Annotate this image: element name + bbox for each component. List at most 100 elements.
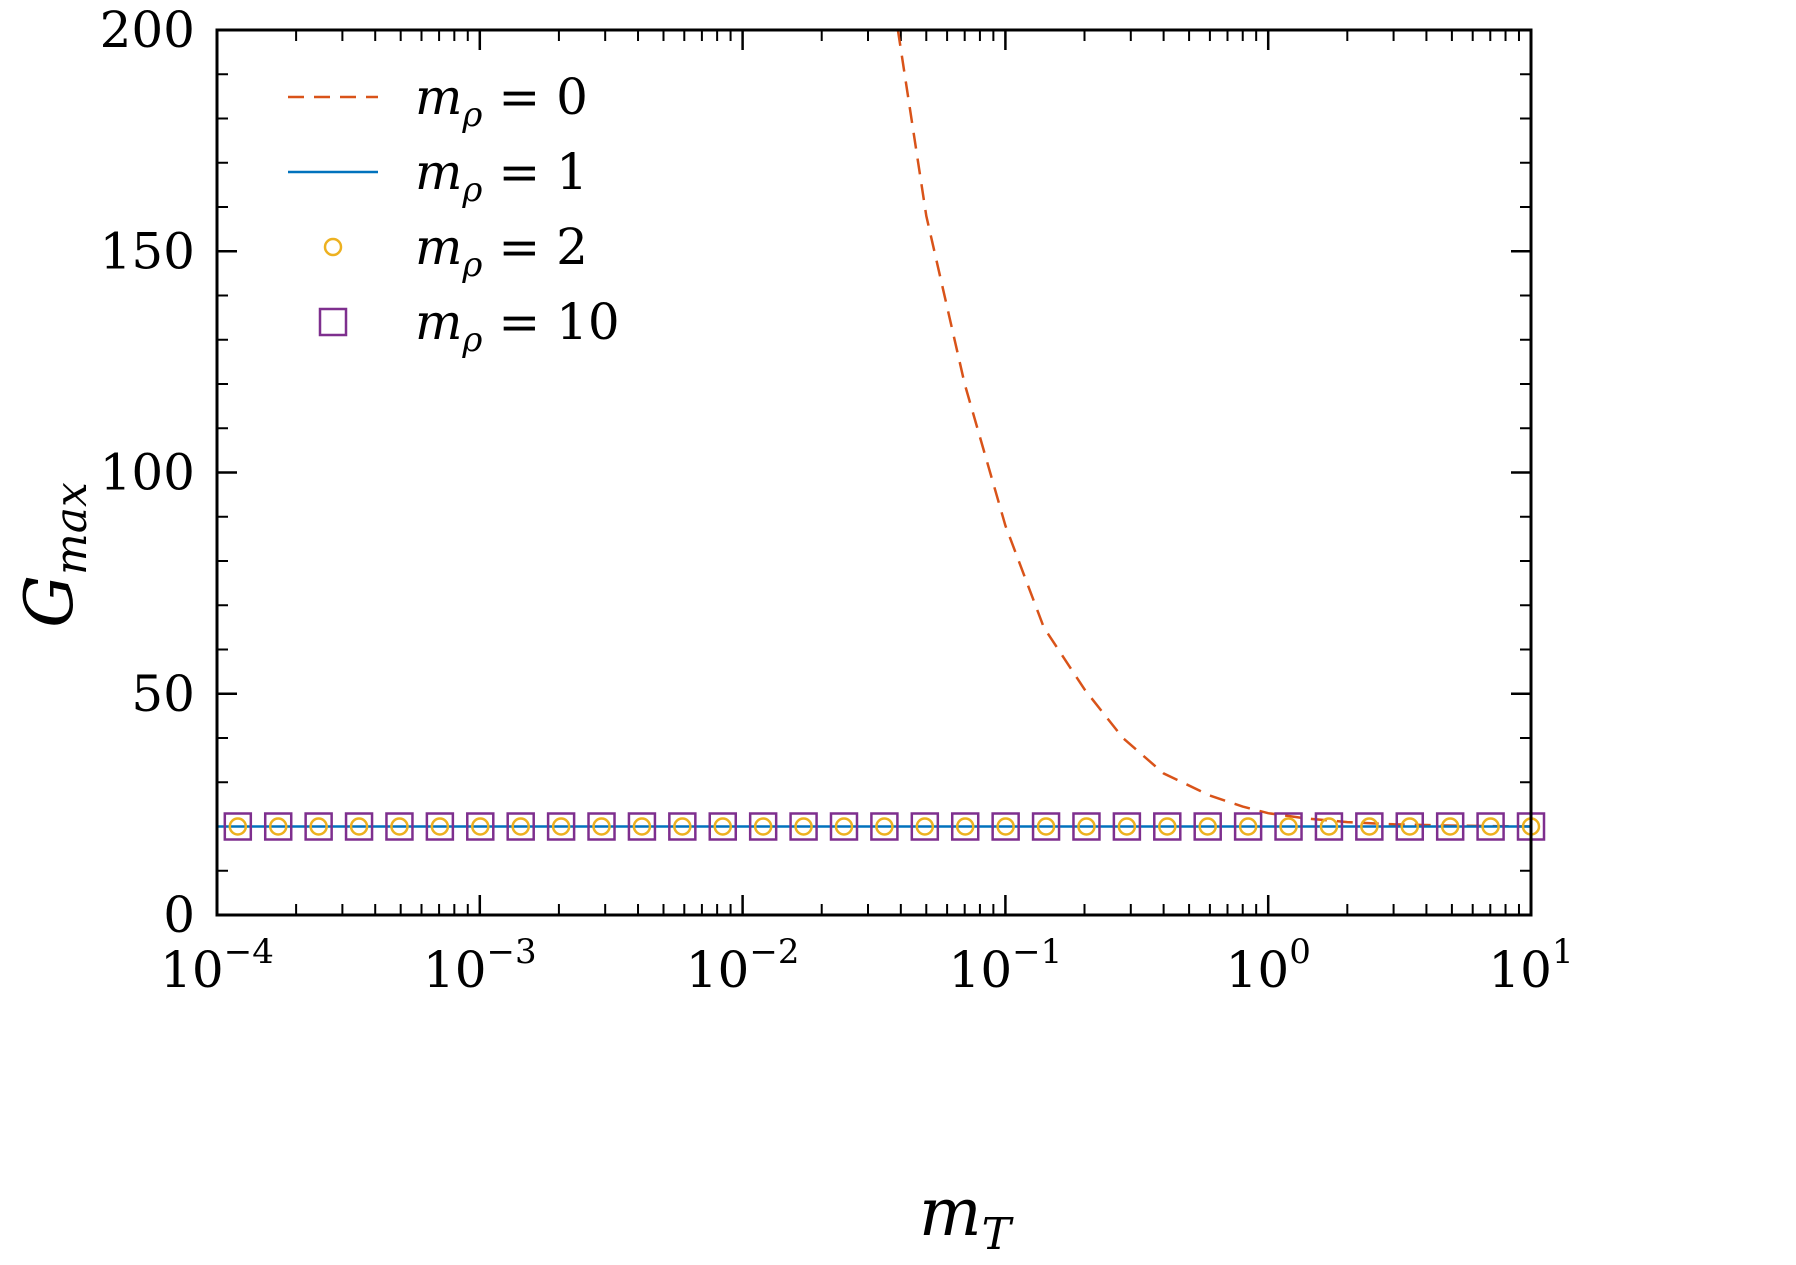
- legend-swatch-square: [318, 307, 348, 337]
- x-axis-label-sub: T: [982, 1209, 1015, 1260]
- marker-circle-mrho-2: [875, 817, 894, 836]
- marker-square-mrho-10: [870, 812, 899, 841]
- legend-label: mρ = 2: [415, 218, 588, 285]
- legend-label: mρ = 10: [415, 293, 620, 360]
- y-axis-label: Gmax: [11, 482, 97, 628]
- legend-label-base: m: [415, 218, 462, 276]
- marker-square-mrho-10: [304, 812, 333, 841]
- marker-circle-mrho-2: [1117, 817, 1137, 836]
- marker-square-mrho-10: [1153, 812, 1182, 841]
- marker-square-mrho-10: [425, 812, 455, 841]
- marker-square-mrho-10: [466, 812, 495, 841]
- x-tick-label-exponent: 1: [1552, 932, 1574, 972]
- legend-entry: mρ = 0: [288, 68, 588, 135]
- legend-swatch-circle: [323, 237, 343, 257]
- x-tick-label-exponent: −1: [1012, 932, 1062, 972]
- marker-circle-mrho-2: [1360, 817, 1379, 836]
- marker-square-mrho-10: [385, 812, 414, 841]
- x-tick-label-exponent: 0: [1289, 932, 1311, 972]
- legend-label-base: m: [415, 293, 462, 351]
- x-axis-label: mT: [919, 1174, 1015, 1260]
- marker-square-mrho-10: [1072, 812, 1101, 841]
- x-tick-label-exponent: −4: [224, 932, 274, 972]
- marker-square-mrho-10: [1031, 812, 1061, 841]
- legend-label-base: m: [415, 143, 462, 201]
- marker-square-mrho-10: [1274, 812, 1303, 841]
- x-tick-label-base: 10: [949, 941, 1013, 999]
- x-tick-label-base: 10: [686, 941, 750, 999]
- x-tick-label: 10−1: [949, 932, 1063, 999]
- marker-circle-mrho-2: [430, 817, 450, 836]
- x-tick-label: 101: [1488, 932, 1573, 999]
- marker-square-mrho-10: [1355, 812, 1384, 841]
- marker-square-mrho-10: [910, 812, 940, 841]
- marker-circle-mrho-2: [1319, 817, 1339, 836]
- legend-label-value: = 2: [482, 218, 588, 276]
- marker-circle-mrho-2: [1077, 817, 1096, 836]
- marker-circle-mrho-2: [1440, 817, 1460, 836]
- x-tick-label-base: 10: [1488, 941, 1552, 999]
- marker-square-mrho-10: [1476, 812, 1505, 841]
- marker-square-mrho-10: [668, 812, 697, 841]
- marker-circle-mrho-2: [794, 817, 813, 836]
- legend-label-value: = 0: [482, 68, 588, 126]
- legend-label-base: m: [415, 68, 462, 126]
- marker-square-mrho-10: [748, 812, 778, 841]
- marker-square-mrho-10: [950, 812, 980, 841]
- marker-square-mrho-10: [587, 812, 616, 841]
- x-tick-label: 10−4: [160, 932, 274, 999]
- marker-square-mrho-10: [829, 812, 859, 841]
- marker-circle-mrho-2: [1279, 817, 1298, 836]
- plot-series: [217, 30, 1546, 841]
- marker-circle-mrho-2: [915, 817, 935, 836]
- marker-square-mrho-10: [506, 812, 535, 841]
- marker-square-mrho-10: [1435, 812, 1465, 841]
- marker-circle-mrho-2: [1198, 817, 1217, 836]
- x-tick-label-base: 10: [160, 941, 224, 999]
- marker-square-mrho-10: [1233, 812, 1263, 841]
- x-tick-label: 10−2: [686, 932, 800, 999]
- marker-circle-mrho-2: [471, 817, 490, 836]
- x-axis-label-base: m: [919, 1174, 982, 1251]
- legend-entry: mρ = 2: [323, 218, 588, 285]
- y-tick-label: 50: [131, 665, 195, 723]
- marker-circle-mrho-2: [228, 817, 248, 836]
- marker-circle-mrho-2: [1400, 817, 1420, 836]
- legend-label-sub: ρ: [461, 170, 482, 210]
- y-tick-label: 100: [100, 444, 195, 502]
- marker-square-mrho-10: [627, 812, 657, 841]
- legend-label-sub: ρ: [461, 245, 482, 285]
- x-tick-label-base: 10: [1226, 941, 1290, 999]
- marker-circle-mrho-2: [955, 817, 975, 836]
- legend: mρ = 0mρ = 1mρ = 2mρ = 10: [288, 68, 620, 360]
- marker-circle-mrho-2: [713, 817, 733, 836]
- legend-label-value: = 10: [482, 293, 619, 351]
- legend-entry: mρ = 10: [318, 293, 620, 360]
- marker-square-mrho-10: [263, 812, 293, 841]
- marker-square-mrho-10: [344, 812, 374, 841]
- marker-square-mrho-10: [789, 812, 818, 841]
- marker-square-mrho-10: [991, 812, 1020, 841]
- marker-circle-mrho-2: [551, 817, 571, 836]
- marker-square-mrho-10: [1193, 812, 1222, 841]
- x-tick-label: 100: [1226, 932, 1311, 999]
- y-axis-label-base: G: [11, 575, 88, 628]
- x-tick-label-base: 10: [423, 941, 487, 999]
- marker-circle-mrho-2: [1481, 817, 1500, 836]
- marker-circle-mrho-2: [592, 817, 611, 836]
- marker-circle-mrho-2: [268, 817, 288, 836]
- marker-circle-mrho-2: [511, 817, 530, 836]
- y-tick-label: 0: [163, 886, 195, 944]
- marker-circle-mrho-2: [834, 817, 854, 836]
- marker-circle-mrho-2: [1158, 817, 1177, 836]
- marker-square-mrho-10: [708, 812, 738, 841]
- plot-frame: [215, 28, 1533, 917]
- legend-entry: mρ = 1: [288, 143, 588, 210]
- marker-circle-mrho-2: [673, 817, 692, 836]
- series-line-mrho-0: [896, 30, 1531, 828]
- legend-label: mρ = 0: [415, 68, 588, 135]
- y-tick-label: 200: [100, 1, 195, 59]
- legend-label-sub: ρ: [461, 320, 482, 360]
